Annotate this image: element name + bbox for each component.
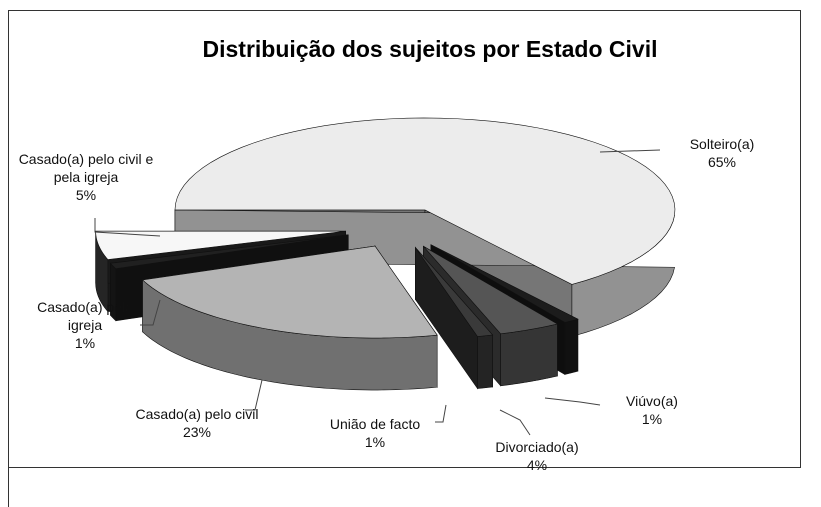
slice-name: Divorciado(a)	[495, 439, 579, 455]
slice-top	[141, 245, 438, 339]
slice-side	[564, 318, 579, 375]
slice-value: 1%	[364, 434, 386, 450]
leader-line	[599, 149, 661, 153]
pie-slice	[141, 245, 438, 391]
chart-title: Distribuição dos sujeitos por Estado Civ…	[202, 36, 658, 62]
slice-name: Casado(a) pelo civil e pela igreja	[18, 151, 154, 185]
leader-line	[499, 409, 531, 436]
slice-label: Casado(a) pelo civil e pela igreja 5%	[16, 150, 156, 204]
slice-side	[500, 323, 558, 387]
slice-label: Casado(a) pela igreja 1%	[30, 298, 140, 352]
slice-label: Divorciado(a) 4%	[495, 438, 578, 474]
slice-top	[109, 234, 349, 270]
slice-top	[95, 230, 346, 260]
frame	[8, 10, 801, 468]
slice-value: 65%	[707, 154, 737, 170]
slice-top	[423, 246, 559, 335]
slice-name: Casado(a) pela igreja	[37, 299, 133, 333]
slice-label: Casado(a) pelo civil 23%	[136, 405, 259, 441]
slice-value: 4%	[526, 457, 548, 473]
pie	[95, 117, 676, 391]
slice-value: 23%	[182, 424, 212, 440]
slice-value: 1%	[74, 335, 96, 351]
slice-top	[174, 117, 676, 285]
slice-value: 5%	[75, 187, 97, 203]
slice-label: Solteiro(a) 65%	[690, 135, 755, 171]
leader-line	[245, 379, 263, 411]
leader-line	[140, 299, 161, 326]
slice-label: União de facto 1%	[330, 415, 420, 451]
slice-name: Solteiro(a)	[689, 136, 755, 152]
slice-side	[477, 334, 493, 389]
slice-name: União de facto	[329, 416, 421, 432]
pie-slice	[415, 246, 494, 390]
leader-line	[94, 218, 161, 237]
slice-name: Viúvo(a)	[626, 393, 678, 409]
leader-line	[544, 397, 601, 406]
slice-name: Casado(a) pelo civil	[135, 406, 259, 422]
slice-value: 1%	[641, 411, 663, 427]
slice-top	[415, 247, 494, 337]
leader-lines	[94, 149, 661, 436]
slice-top	[430, 244, 579, 323]
slice-label: Viúvo(a) 1%	[626, 392, 678, 428]
leader-line	[435, 404, 447, 423]
